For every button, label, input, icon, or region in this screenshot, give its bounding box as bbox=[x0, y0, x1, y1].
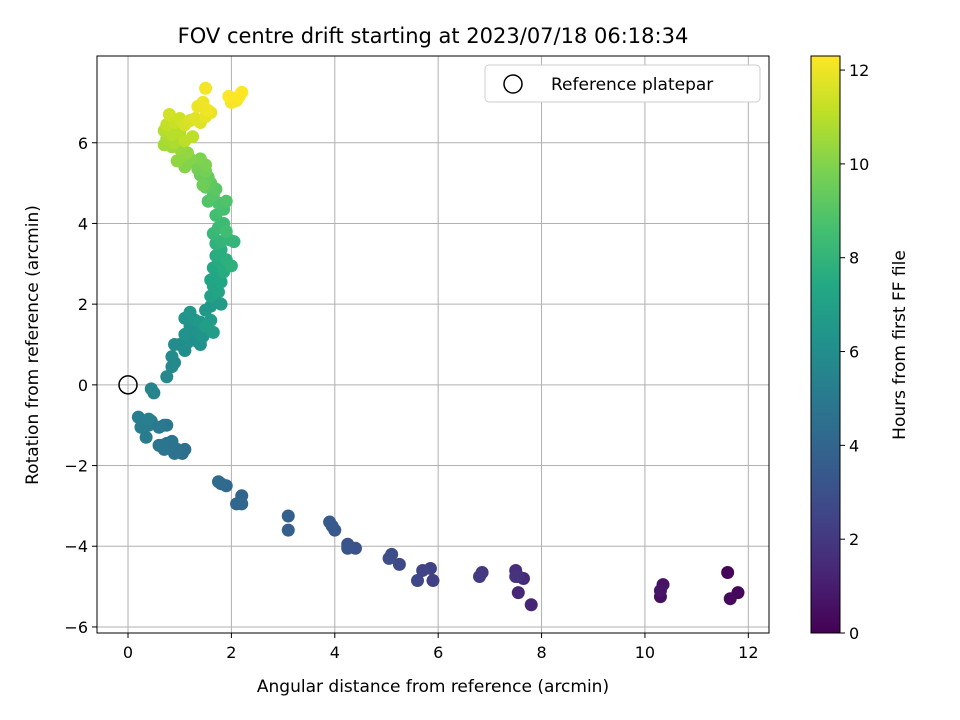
y-tick-label: −6 bbox=[64, 618, 88, 637]
y-tick-label: 2 bbox=[78, 295, 88, 314]
data-point bbox=[199, 319, 213, 333]
colorbar-tick-label: 2 bbox=[849, 530, 859, 549]
data-point bbox=[473, 570, 487, 584]
data-point bbox=[511, 586, 525, 600]
data-point bbox=[219, 225, 233, 239]
grid bbox=[97, 56, 769, 633]
colorbar-tick-label: 10 bbox=[849, 155, 869, 174]
y-axis-ticks: −6 −4 −2 0 2 4 6 bbox=[64, 134, 97, 637]
y-tick-label: 4 bbox=[78, 214, 88, 233]
data-point bbox=[230, 497, 244, 511]
x-tick-label: 6 bbox=[433, 643, 443, 662]
y-tick-label: −2 bbox=[64, 457, 88, 476]
data-point bbox=[426, 574, 440, 588]
data-point bbox=[134, 420, 148, 434]
plot-area bbox=[96, 55, 770, 634]
colorbar-tick-label: 4 bbox=[849, 436, 859, 455]
data-point bbox=[392, 557, 406, 571]
plot-frame bbox=[96, 55, 770, 634]
x-tick-label: 10 bbox=[635, 643, 655, 662]
data-point bbox=[142, 412, 156, 426]
data-point bbox=[131, 410, 145, 424]
data-point bbox=[144, 382, 158, 396]
data-point bbox=[227, 235, 241, 249]
data-point bbox=[235, 85, 249, 99]
x-tick-label: 8 bbox=[536, 643, 546, 662]
reference-point-marker bbox=[118, 375, 138, 395]
x-axis-label: Angular distance from reference (arcmin) bbox=[257, 677, 609, 697]
colorbar-tick-label: 6 bbox=[849, 343, 859, 362]
data-point bbox=[721, 565, 735, 579]
y-tick-label: 0 bbox=[78, 376, 88, 395]
data-point bbox=[170, 154, 184, 168]
data-point bbox=[341, 541, 355, 555]
scatter-points bbox=[131, 81, 745, 612]
data-point bbox=[323, 515, 337, 529]
data-point bbox=[160, 370, 174, 384]
data-point bbox=[196, 178, 210, 192]
data-point bbox=[201, 103, 215, 117]
chart-title: FOV centre drift starting at 2023/07/18 … bbox=[178, 24, 689, 48]
plot-background bbox=[97, 56, 769, 633]
x-tick-label: 2 bbox=[226, 643, 236, 662]
data-point bbox=[152, 438, 166, 452]
data-point bbox=[214, 297, 228, 311]
data-point bbox=[524, 598, 538, 612]
data-point bbox=[211, 475, 225, 489]
colorbar-tick-label: 8 bbox=[849, 249, 859, 268]
y-tick-label: −4 bbox=[64, 537, 88, 556]
colorbar-ticks: 0 2 4 6 8 10 12 bbox=[840, 61, 869, 643]
data-point bbox=[211, 285, 225, 299]
data-point bbox=[214, 275, 228, 289]
data-point bbox=[416, 563, 430, 577]
data-point bbox=[186, 130, 200, 144]
data-point bbox=[410, 574, 424, 588]
legend-box bbox=[484, 64, 761, 103]
x-axis-ticks: 0 2 4 6 8 10 12 bbox=[123, 633, 759, 662]
colorbar-label: Hours from first FF file bbox=[890, 250, 910, 440]
data-point bbox=[281, 509, 295, 523]
legend-marker bbox=[503, 74, 523, 94]
data-point bbox=[199, 81, 213, 95]
y-axis-label: Rotation from reference (arcmin) bbox=[23, 205, 43, 485]
data-point bbox=[219, 194, 233, 208]
data-point bbox=[224, 259, 238, 273]
data-point bbox=[193, 152, 207, 166]
data-point bbox=[222, 89, 236, 103]
data-point bbox=[509, 570, 523, 584]
x-tick-label: 0 bbox=[123, 643, 133, 662]
data-point bbox=[281, 523, 295, 537]
colorbar-tick-label: 12 bbox=[849, 61, 869, 80]
colorbar-gradient bbox=[810, 55, 841, 634]
legend: Reference platepar bbox=[484, 64, 761, 103]
x-tick-label: 4 bbox=[330, 643, 340, 662]
data-point bbox=[165, 350, 179, 364]
data-point bbox=[196, 329, 210, 343]
data-point bbox=[139, 430, 153, 444]
data-point bbox=[653, 584, 667, 598]
legend-entry-reference: Reference platepar bbox=[551, 75, 713, 95]
colorbar-tick-label: 0 bbox=[849, 624, 859, 643]
colorbar: 0 2 4 6 8 10 12 Hours from first FF file bbox=[810, 55, 910, 643]
x-tick-label: 12 bbox=[738, 643, 758, 662]
data-point bbox=[723, 592, 737, 606]
data-point bbox=[162, 108, 176, 122]
y-tick-label: 6 bbox=[78, 134, 88, 153]
data-point bbox=[382, 551, 396, 565]
